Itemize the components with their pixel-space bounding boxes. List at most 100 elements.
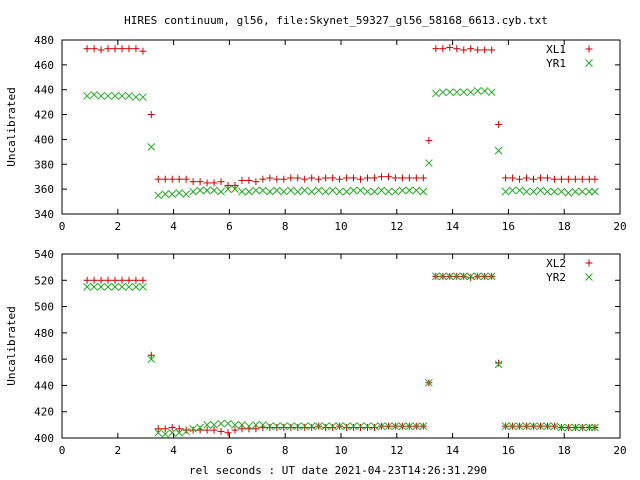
data-point-xl2 bbox=[189, 426, 197, 434]
x-tick-label: 10 bbox=[334, 444, 347, 457]
data-point-xl1 bbox=[266, 174, 274, 182]
data-point-yr1 bbox=[578, 187, 587, 196]
data-point-xl1 bbox=[90, 45, 98, 53]
data-point-yr2 bbox=[405, 422, 414, 431]
data-point-xl1 bbox=[398, 174, 406, 182]
data-point-yr1 bbox=[266, 187, 274, 196]
data-point-yr1 bbox=[543, 187, 552, 196]
x-tick-label: 20 bbox=[613, 444, 626, 457]
data-point-xl2 bbox=[495, 359, 503, 367]
data-point-yr1 bbox=[363, 187, 372, 196]
data-point-yr2 bbox=[307, 422, 316, 431]
data-point-xl2 bbox=[308, 423, 316, 431]
data-point-yr2 bbox=[147, 355, 156, 363]
data-point-yr1 bbox=[182, 190, 191, 198]
data-point-yr1 bbox=[412, 186, 421, 195]
data-point-yr2 bbox=[419, 422, 428, 431]
x-tick-label: 8 bbox=[282, 444, 289, 457]
data-point-xl1 bbox=[578, 175, 586, 183]
data-point-xl2 bbox=[118, 276, 126, 284]
y-tick-label: 380 bbox=[34, 158, 54, 171]
y-tick-label: 420 bbox=[34, 406, 54, 419]
data-point-yr2 bbox=[125, 283, 133, 291]
data-point-yr1 bbox=[175, 189, 184, 197]
data-point-xl1 bbox=[543, 174, 551, 182]
x-tick-label: 0 bbox=[59, 220, 66, 233]
data-point-yr1 bbox=[473, 87, 482, 95]
data-point-yr2 bbox=[438, 272, 447, 281]
data-point-yr2 bbox=[412, 422, 421, 431]
data-point-yr1 bbox=[370, 187, 379, 196]
data-point-xl1 bbox=[231, 181, 239, 189]
data-point-xl1 bbox=[516, 175, 524, 183]
data-point-xl2 bbox=[350, 423, 358, 431]
data-point-yr1 bbox=[259, 186, 267, 195]
data-point-yr1 bbox=[438, 88, 447, 97]
y-axis-label-bottom: Uncalibrated bbox=[5, 306, 18, 385]
x-tick-label: 16 bbox=[502, 220, 515, 233]
data-point-xl2 bbox=[125, 276, 133, 284]
data-point-yr1 bbox=[571, 187, 580, 196]
y-tick-label: 400 bbox=[34, 133, 54, 146]
data-point-yr1 bbox=[293, 187, 302, 196]
x-tick-label: 18 bbox=[558, 444, 571, 457]
data-point-yr2 bbox=[515, 422, 524, 431]
data-point-xl1 bbox=[453, 45, 461, 53]
data-point-xl1 bbox=[488, 46, 496, 54]
data-point-yr2 bbox=[224, 419, 232, 428]
data-point-xl1 bbox=[495, 121, 503, 129]
data-point-yr1 bbox=[238, 187, 246, 196]
data-point-xl1 bbox=[425, 137, 433, 145]
data-point-xl1 bbox=[203, 179, 211, 187]
y-tick-label: 360 bbox=[34, 183, 54, 196]
data-point-yr1 bbox=[585, 187, 594, 196]
data-point-yr1 bbox=[356, 186, 365, 195]
data-point-yr1 bbox=[591, 187, 599, 196]
data-point-xl2 bbox=[104, 276, 112, 284]
panel-bottom: Uncalibrated rel seconds : UT date 2021-… bbox=[5, 253, 621, 477]
data-point-xl2 bbox=[139, 276, 147, 284]
data-point-xl1 bbox=[439, 45, 447, 53]
data-point-yr1 bbox=[550, 187, 559, 196]
x-tick-label: 10 bbox=[334, 220, 347, 233]
data-point-yr2 bbox=[175, 428, 184, 437]
y-tick-label: 540 bbox=[34, 248, 54, 261]
data-point-yr1 bbox=[132, 93, 140, 102]
data-point-yr2 bbox=[578, 423, 587, 432]
data-point-yr2 bbox=[494, 360, 503, 369]
data-point-yr1 bbox=[321, 187, 330, 196]
data-point-xl2 bbox=[175, 425, 183, 433]
data-point-yr2 bbox=[210, 421, 218, 429]
data-point-xl2 bbox=[154, 425, 162, 433]
plot-frame-top bbox=[61, 39, 621, 215]
data-point-yr2 bbox=[571, 423, 580, 432]
data-point-xl1 bbox=[238, 176, 246, 184]
data-point-yr1 bbox=[168, 190, 177, 198]
data-point-yr1 bbox=[203, 186, 211, 195]
legend-label-yr2: YR2 bbox=[546, 271, 566, 284]
data-point-xl2 bbox=[301, 423, 309, 431]
data-point-xl2 bbox=[294, 423, 302, 431]
data-point-yr1 bbox=[508, 186, 517, 195]
data-point-xl1 bbox=[474, 46, 482, 54]
data-point-xl1 bbox=[432, 45, 440, 53]
data-point-yr1 bbox=[391, 187, 400, 196]
data-point-yr1 bbox=[515, 186, 524, 195]
data-point-yr2 bbox=[557, 423, 566, 432]
plot-area-top bbox=[83, 43, 599, 200]
data-point-xl1 bbox=[273, 175, 281, 183]
x-tick-label: 20 bbox=[613, 220, 626, 233]
data-point-xl1 bbox=[467, 45, 475, 53]
data-point-xl1 bbox=[370, 174, 378, 182]
data-point-xl2 bbox=[238, 425, 246, 433]
legend-top: XL1 YR1 bbox=[546, 43, 566, 70]
data-point-xl2 bbox=[273, 423, 281, 431]
data-point-xl2 bbox=[364, 423, 372, 431]
data-point-yr1 bbox=[118, 92, 126, 100]
data-point-xl2 bbox=[147, 351, 155, 359]
data-point-yr2 bbox=[259, 421, 267, 429]
x-tick-label: 12 bbox=[390, 220, 403, 233]
data-point-xl1 bbox=[591, 175, 599, 183]
x-axis-label: rel seconds : UT date 2021-04-23T14:26:3… bbox=[189, 464, 487, 477]
data-point-yr2 bbox=[591, 423, 599, 432]
